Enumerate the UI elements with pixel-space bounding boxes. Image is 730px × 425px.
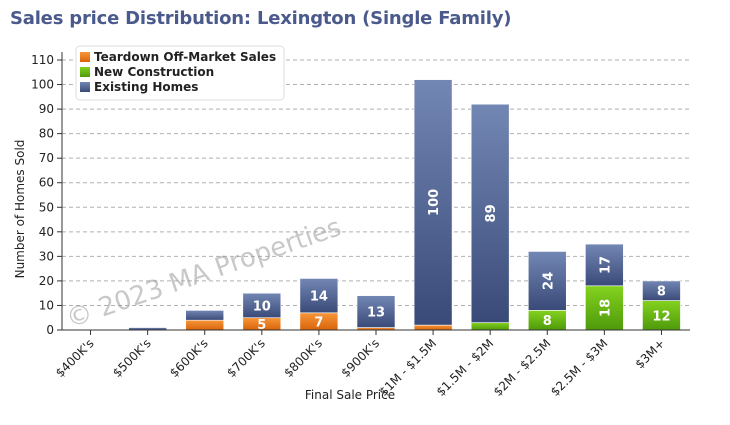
legend-swatch <box>80 52 90 62</box>
bar-segment <box>242 292 282 319</box>
bar-segment <box>585 285 624 331</box>
x-tick-label: $3M+ <box>632 336 667 371</box>
bar-segment <box>185 310 225 321</box>
x-tick-label: $800K's <box>281 336 325 380</box>
y-tick-label: 100 <box>31 78 54 92</box>
bar-segment <box>413 324 453 331</box>
y-tick-label: 80 <box>39 127 54 141</box>
bar-segment <box>642 300 681 331</box>
x-tick-label: $600K's <box>167 336 211 380</box>
y-tick-label: 40 <box>39 225 54 239</box>
bar-segment <box>642 280 681 301</box>
legend-label: Teardown Off-Market Sales <box>94 50 276 64</box>
x-tick-label: $700K's <box>224 336 268 380</box>
legend-label: Existing Homes <box>94 80 198 94</box>
chart-title: Sales price Distribution: Lexington (Sin… <box>10 8 512 29</box>
bar-segment <box>470 103 510 323</box>
bar-data-label: 89 <box>484 204 499 222</box>
bar-data-label: 14 <box>310 290 328 305</box>
x-tick-label: $1.5M - $2M <box>434 336 497 399</box>
bar-segment <box>413 79 453 326</box>
x-tick-label: $400K's <box>53 336 97 380</box>
x-tick-label: $2.5M - $3M <box>548 336 611 399</box>
y-tick-label: 30 <box>39 249 54 263</box>
y-axis-title: Number of Homes Sold <box>13 140 27 279</box>
x-tick-label: $500K's <box>110 336 154 380</box>
bar-segment <box>356 295 396 328</box>
bar-data-label: 8 <box>657 285 666 300</box>
y-tick-label: 0 <box>46 323 54 337</box>
bar-data-label: 10 <box>253 299 271 314</box>
bar-data-label: 12 <box>652 309 670 324</box>
x-tick-label: $2M - $2.5M <box>491 336 554 399</box>
bar-data-label: 8 <box>543 314 552 329</box>
y-tick-label: 20 <box>39 274 54 288</box>
y-tick-label: 90 <box>39 102 54 116</box>
y-tick-label: 60 <box>39 176 54 190</box>
bar-segment <box>470 322 510 331</box>
bar-data-label: 24 <box>541 272 556 290</box>
bar-data-label: 100 <box>427 189 442 216</box>
y-tick-label: 70 <box>39 151 54 165</box>
legend-swatch <box>80 82 90 92</box>
bar-data-label: 18 <box>598 299 613 317</box>
y-tick-label: 10 <box>39 298 54 312</box>
bar-data-label: 13 <box>367 306 385 321</box>
x-tick-label: $900K's <box>338 336 382 380</box>
legend-label: New Construction <box>94 65 214 79</box>
y-tick-label: 110 <box>31 53 54 67</box>
bar-segment <box>585 243 624 287</box>
x-axis-title: Final Sale Price <box>305 388 395 402</box>
bar-data-label: 7 <box>314 315 323 330</box>
legend-box <box>75 45 285 101</box>
legend-swatch <box>80 67 90 77</box>
bar-segment <box>527 251 567 311</box>
bar-data-label: 5 <box>257 318 266 333</box>
bar-segment <box>299 278 339 314</box>
y-tick-label: 50 <box>39 200 54 214</box>
bar-segment <box>185 319 225 331</box>
bar-data-label: 17 <box>598 256 613 274</box>
